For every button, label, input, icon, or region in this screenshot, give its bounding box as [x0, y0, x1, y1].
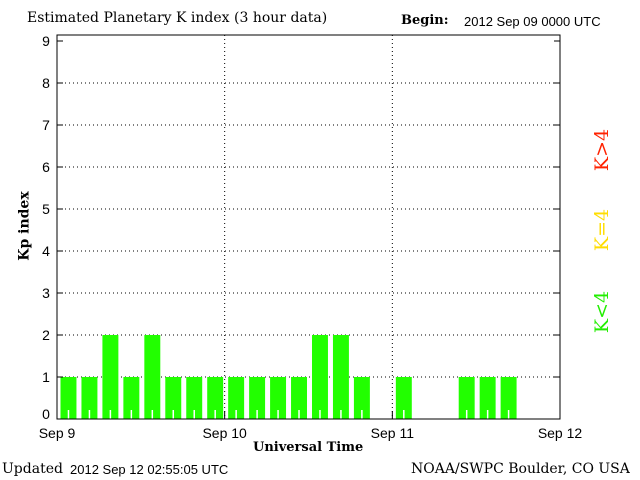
kp-bar	[249, 377, 266, 419]
kp-bar	[500, 377, 517, 419]
kp-bar	[312, 335, 328, 419]
legend-above: K>4	[591, 129, 613, 171]
y-tick-label: 7	[42, 117, 50, 133]
kp-bar	[479, 377, 496, 419]
x-tick-label: Sep 10	[202, 425, 247, 441]
x-tick-label: Sep 9	[39, 425, 76, 441]
updated-label: Updated	[2, 461, 63, 477]
kp-bar	[186, 377, 203, 419]
y-tick-label: 4	[42, 243, 50, 259]
y-tick-label: 8	[42, 75, 50, 91]
y-tick-label: 5	[42, 201, 50, 217]
kp-bar	[353, 377, 370, 419]
kp-bar	[123, 377, 140, 419]
legend-equal: K=4	[591, 209, 613, 251]
begin-label: Begin:	[401, 13, 449, 28]
legend-below: K<4	[591, 291, 613, 333]
y-tick-label: 2	[42, 327, 50, 343]
kp-bar	[81, 377, 98, 419]
kp-bar	[207, 377, 224, 419]
y-tick-label: 1	[42, 369, 50, 385]
x-tick-label: Sep 11	[371, 425, 415, 441]
y-tick-label: 6	[42, 159, 50, 175]
kp-bar	[332, 335, 349, 419]
updated-value: 2012 Sep 12 02:55:05 UTC	[70, 462, 229, 477]
chart-title: Estimated Planetary K index (3 hour data…	[27, 10, 328, 26]
y-tick-label: 9	[42, 33, 50, 49]
y-tick-label: 3	[42, 285, 50, 301]
x-axis-label: Universal Time	[253, 440, 364, 455]
plot-frame	[56, 34, 561, 420]
kp-bar	[165, 377, 182, 419]
source-credit: NOAA/SWPC Boulder, CO USA	[411, 461, 630, 477]
kp-bar	[458, 377, 475, 419]
begin-value: 2012 Sep 09 0000 UTC	[464, 14, 601, 29]
x-tick-label: Sep 12	[538, 425, 583, 441]
kp-bar	[102, 335, 119, 419]
kp-bar	[228, 377, 245, 419]
y-tick-label: 0	[42, 406, 50, 422]
y-axis-label: Kp index	[16, 191, 33, 261]
kp-bar	[60, 377, 77, 419]
kp-bar	[270, 377, 287, 419]
kp-bar	[291, 377, 307, 419]
kp-bar	[144, 335, 161, 419]
kp-bar	[395, 377, 412, 419]
